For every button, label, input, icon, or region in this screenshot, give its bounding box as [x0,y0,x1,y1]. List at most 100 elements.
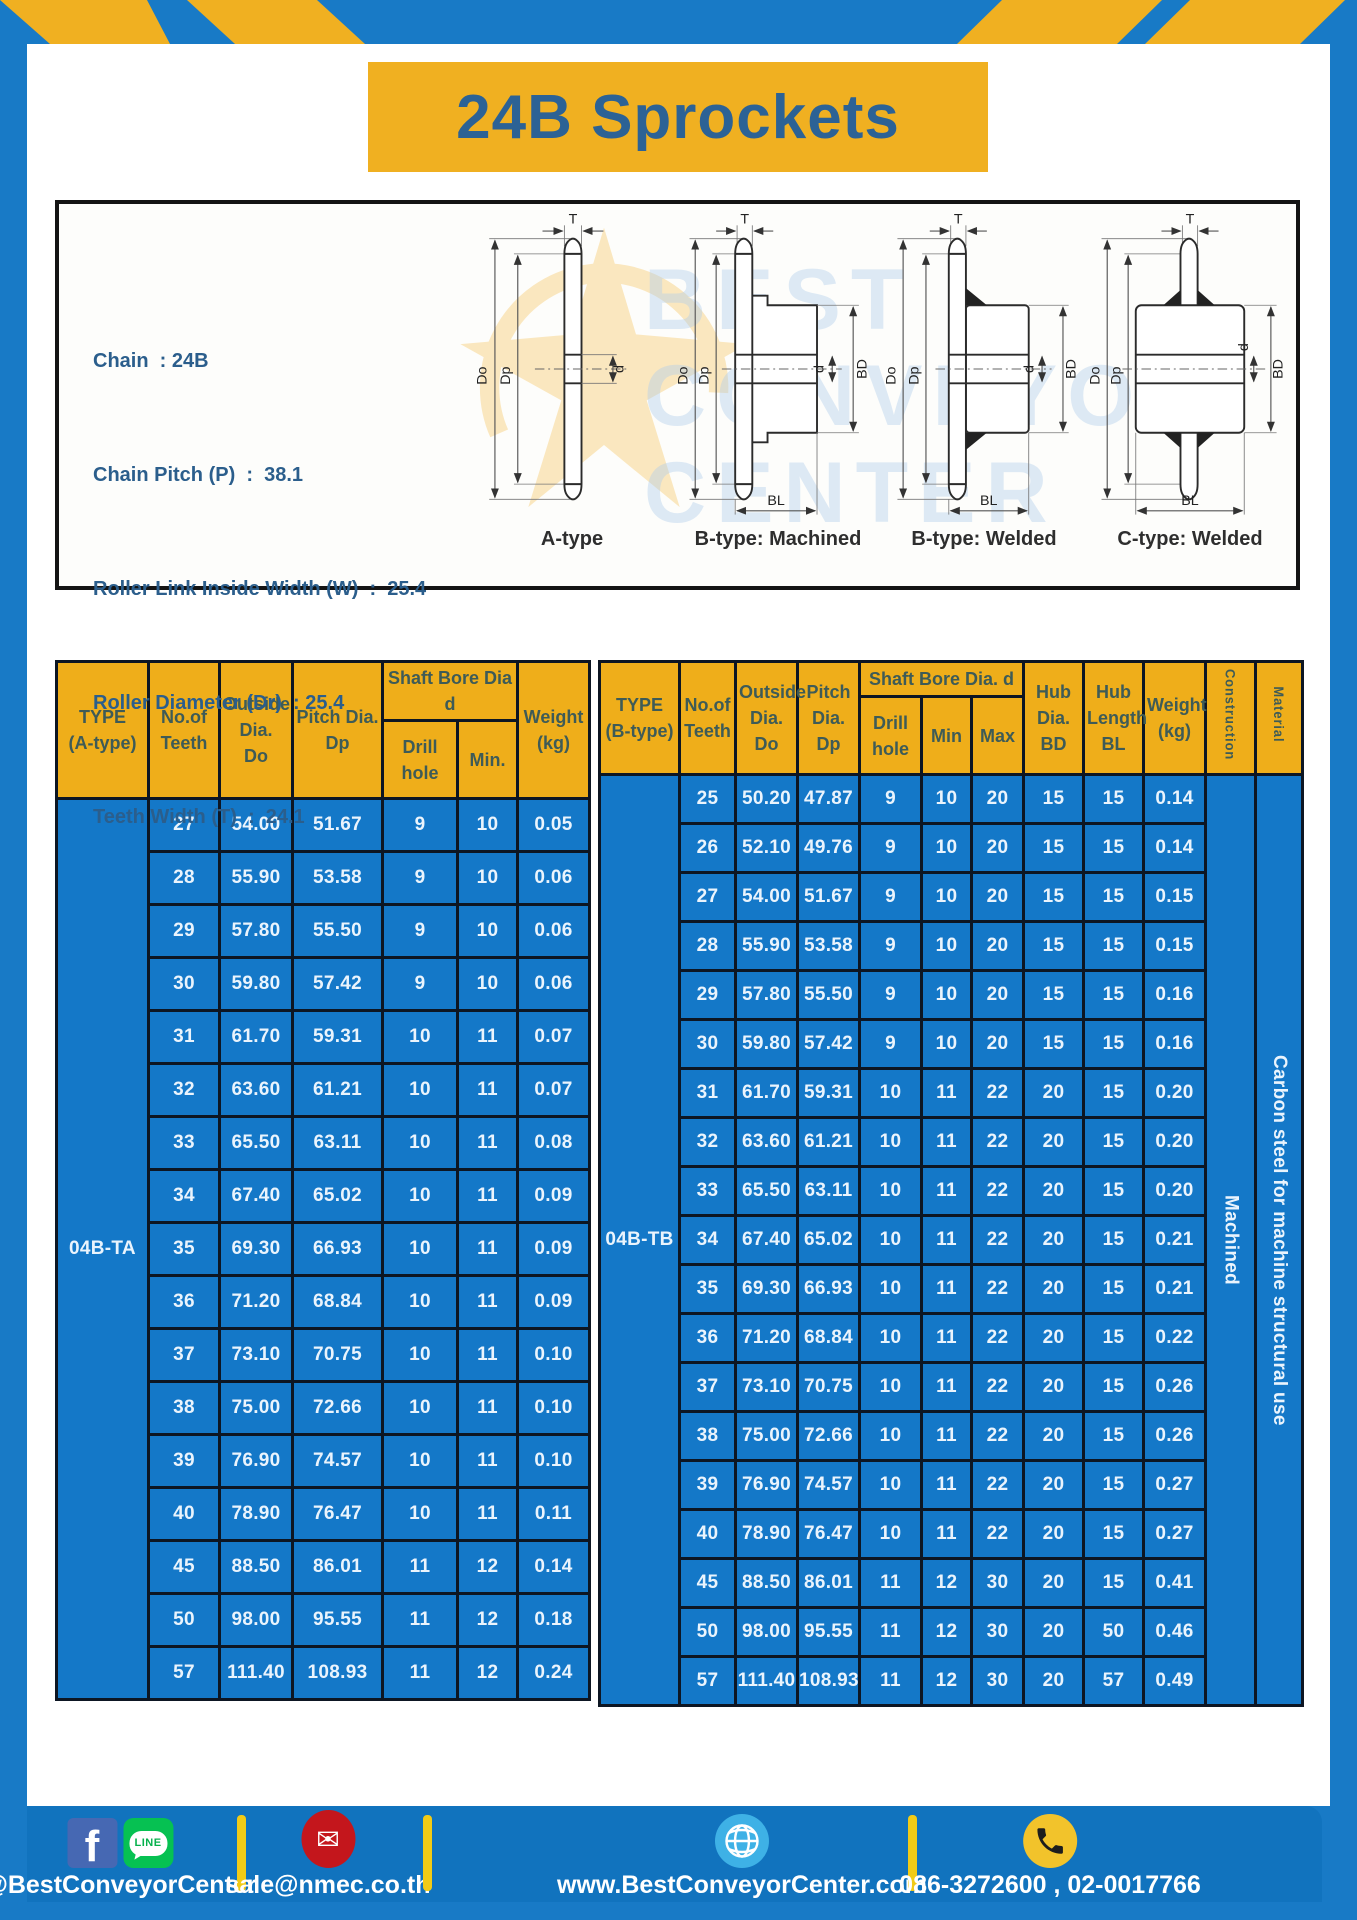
cell: 11 [456,1115,519,1172]
cell: 76.90 [734,1459,799,1512]
cell: 10 [381,1433,459,1490]
cell: 10 [381,1380,459,1437]
col-header-type: TYPE (A-type) [55,659,150,801]
cell: 51.67 [796,871,861,924]
cell: 25 [678,773,737,826]
website-label[interactable]: www.BestConveyorCenter.com [556,1871,928,1899]
globe-icon[interactable] [714,1814,769,1868]
phone-numbers-label[interactable]: 086-3272600 , 02-0017766 [899,1871,1201,1899]
col-header-teeth: No.of Teeth [678,659,737,777]
cell: 15 [1082,1116,1146,1169]
cell: 10 [381,1486,459,1543]
cell: 0.07 [516,1009,591,1066]
cell: 61.21 [796,1116,861,1169]
cell: 15 [1082,1508,1146,1561]
spec-line-roller-width: Roller Link Inside Width (W) : 25.4 [93,578,427,600]
table-row: 50 98.00 95.55 11 12 0.18 [57,1592,591,1649]
col-header-outside-dia: Outside Dia. Do [734,659,806,777]
cell: 28 [147,850,221,907]
cell: 35 [147,1221,221,1278]
cell: 76.47 [796,1508,861,1561]
cell: 59.80 [218,956,294,1013]
cell: 52.10 [734,822,799,875]
dim-label: Dp [498,366,514,384]
cell: 20 [1022,1361,1086,1414]
cell: 55.90 [734,920,799,973]
col-header-shaft-bore: Shaft Bore Dia. d [857,659,1026,699]
cell: 36 [678,1312,737,1365]
cell: 0.14 [516,1539,591,1596]
col-header-min: Min [920,695,973,777]
spec-line-roller-dia: Roller Diameter (Dr) : 25.4 [93,692,345,714]
cell: 0.11 [516,1486,591,1543]
dim-label: Dp [1109,366,1125,384]
cell: 0.20 [1142,1116,1208,1169]
cell: 12 [456,1592,519,1649]
cell: 0.14 [1142,773,1208,826]
cell: 57.80 [734,969,799,1022]
cell: 9 [858,871,923,924]
cell: 11 [381,1592,459,1649]
cell: 11 [920,1312,973,1365]
cell: 31 [678,1067,737,1120]
spec-line-teeth-width: Teeth Width (T) : 24.1 [93,806,305,828]
cell: 71.20 [734,1312,799,1365]
cell: 57 [678,1655,737,1708]
cell: 0.10 [516,1380,591,1437]
table-row: 26 52.10 49.76 9 10 20 15 15 0.14 [600,822,1303,875]
line-icon[interactable]: LINE [123,1818,173,1868]
table-row: 04B-TB 25 50.20 47.87 9 10 20 15 15 0.14 Machined C… [598,773,1305,1708]
table-row: 30 59.80 57.42 9 10 0.06 [57,956,591,1013]
table-row: 45 88.50 86.01 11 12 30 20 15 0.41 [600,1557,1303,1610]
table-row: 37 73.10 70.75 10 11 0.10 [57,1327,591,1384]
cell: 53.58 [291,850,384,907]
table-row: 36 71.20 68.84 10 11 22 20 15 0.22 [600,1312,1303,1365]
cell: 10 [858,1410,923,1463]
cell: 15 [1082,1165,1146,1218]
dim-label: Do [884,366,900,384]
cell: 11 [920,1459,973,1512]
col-header-min: Min. [456,719,519,801]
cell: 75.00 [734,1410,799,1463]
cell: 11 [456,1221,519,1278]
cell: 59.80 [734,1018,799,1071]
cell: 11 [920,1214,973,1267]
social-handle-label[interactable]: @BestConveyorCenter [0,1871,257,1899]
figure-caption: B-type: Welded [911,528,1057,550]
figure-b-type-welded: T Do Dp [884,212,1084,551]
table-row: 29 57.80 55.50 9 10 0.06 [57,903,591,960]
cell: 20 [969,773,1026,826]
cell: 57 [147,1645,221,1702]
facebook-f-glyph: f [84,1822,100,1868]
footer-contact-bar: f LINE @BestConveyorCenter ✉ sale@nmec.c… [0,1806,1322,1902]
table-row: 35 69.30 66.93 10 11 0.09 [57,1221,591,1278]
facebook-icon[interactable]: f [67,1818,117,1868]
cell: 15 [1082,1067,1146,1120]
cell: 50 [1082,1606,1146,1659]
cell: 0.16 [1142,969,1208,1022]
dim-label: T [1186,212,1195,227]
dim-label: T [569,212,578,227]
line-bubble-label: LINE [134,1837,162,1849]
cell: 39 [678,1459,737,1512]
footer-phone-section: 086-3272600 , 02-0017766 [899,1810,1201,1900]
cell: 59.31 [291,1009,384,1066]
phone-icon[interactable] [1022,1814,1077,1868]
cell: 20 [969,871,1026,924]
cell: 55.90 [218,850,294,907]
watermark-line: CENTER [644,444,1058,541]
table-row: 45 88.50 86.01 11 12 0.14 [57,1539,591,1596]
top-decorative-band [0,0,1357,44]
email-label[interactable]: sale@nmec.co.th [225,1871,431,1899]
cell: 11 [456,1486,519,1543]
cell: 10 [456,956,519,1013]
cell: 10 [858,1214,923,1267]
cell: 10 [920,871,973,924]
table-row: 28 55.90 53.58 9 10 0.06 [57,850,591,907]
email-icon[interactable]: ✉ [300,1810,355,1868]
cell: 88.50 [734,1557,799,1610]
cell: 12 [920,1557,973,1610]
cell: 95.55 [291,1592,384,1649]
cell: 0.08 [516,1115,591,1172]
cell: 51.67 [291,797,384,854]
